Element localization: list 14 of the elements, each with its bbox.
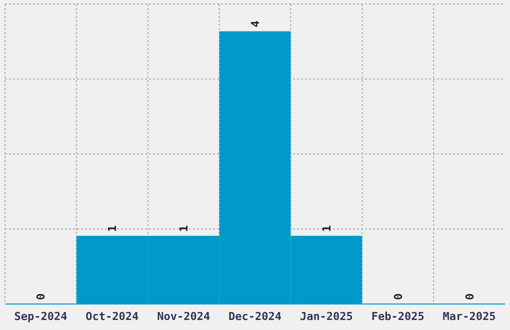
data-label: 1 — [320, 224, 334, 232]
data-label: 0 — [463, 293, 476, 300]
x-tick-label: Feb-2025 — [371, 310, 424, 323]
x-tick-label: Sep-2024 — [14, 310, 68, 323]
x-tick-label: Nov-2024 — [157, 310, 210, 323]
data-label: 0 — [34, 293, 48, 300]
data-label: 0 — [392, 293, 405, 300]
data-label: 4 — [249, 20, 262, 28]
x-tick-label: Mar-2025 — [442, 310, 496, 323]
data-label: 1 — [178, 224, 191, 232]
x-tick-label: Dec-2024 — [228, 310, 282, 323]
x-tick-label: Jan-2025 — [300, 310, 353, 323]
x-tick-label: Oct-2024 — [86, 310, 140, 323]
data-label: 1 — [106, 224, 120, 232]
